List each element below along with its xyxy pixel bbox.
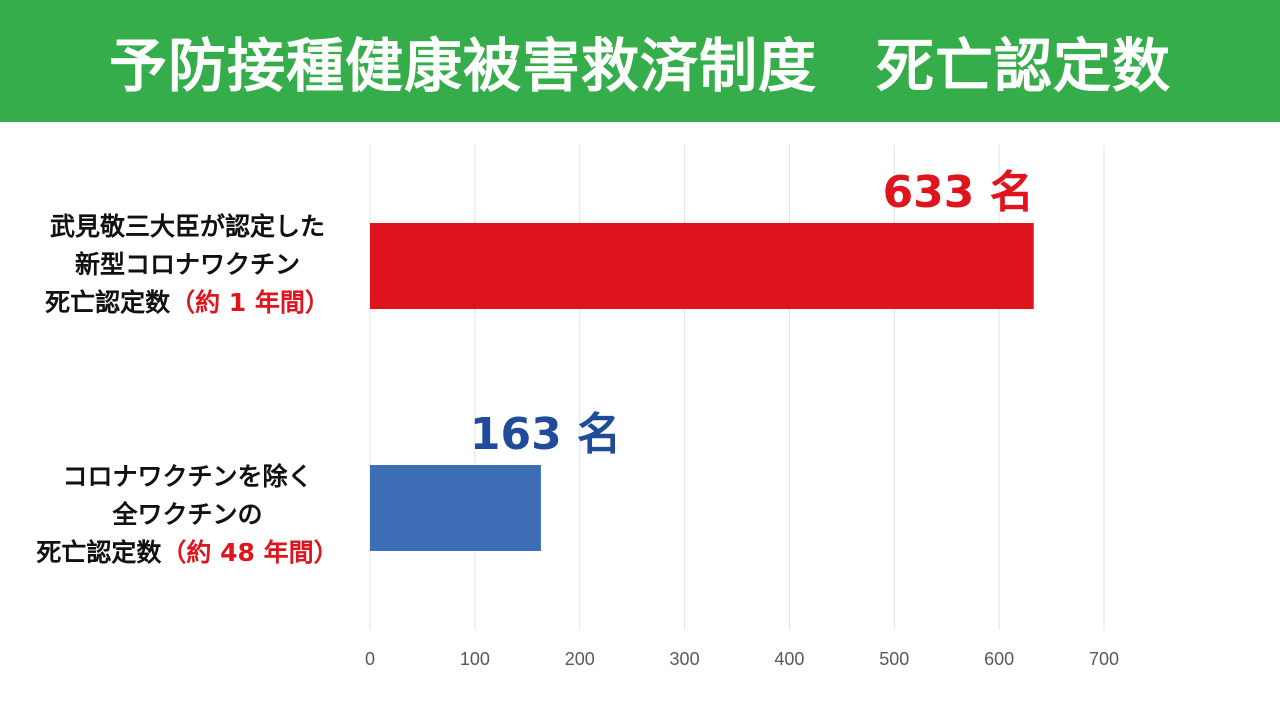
category-line: 新型コロナワクチン xyxy=(74,250,300,279)
x-tick-label: 0 xyxy=(365,649,375,669)
data-label-1: 163 名 xyxy=(470,409,621,460)
period-note: （約 48 年間） xyxy=(161,538,339,567)
category-line: 死亡認定数 xyxy=(36,538,162,567)
category-line: 全ワクチンの xyxy=(112,500,263,529)
category-label-covid-vaccine: 武見敬三大臣が認定した 新型コロナワクチン 死亡認定数（約 1 年間） xyxy=(15,208,360,322)
x-tick-label: 600 xyxy=(984,649,1014,669)
x-tick-label: 300 xyxy=(670,649,700,669)
data-label-0: 633 名 xyxy=(883,167,1034,218)
period-note: （約 1 年間） xyxy=(170,288,330,317)
bar-0 xyxy=(370,223,1034,309)
category-line: 武見敬三大臣が認定した xyxy=(49,212,325,241)
x-tick-label: 500 xyxy=(879,649,909,669)
x-tick-label: 400 xyxy=(774,649,804,669)
x-tick-label: 700 xyxy=(1089,649,1119,669)
x-axis-ticks: 0 100 200 300 400 500 600 700 xyxy=(365,649,1119,669)
value-labels: 633 名 163 名 xyxy=(470,167,1034,460)
bar-1 xyxy=(370,465,541,551)
category-line: コロナワクチンを除く xyxy=(62,462,313,491)
page-title: 予防接種健康被害救済制度 死亡認定数 xyxy=(108,32,1171,100)
x-tick-label: 200 xyxy=(565,649,595,669)
title-banner: 予防接種健康被害救済制度 死亡認定数 xyxy=(0,0,1280,122)
x-tick-label: 100 xyxy=(460,649,490,669)
bars xyxy=(370,223,1034,551)
category-label-other-vaccines: コロナワクチンを除く 全ワクチンの 死亡認定数（約 48 年間） xyxy=(15,458,360,572)
category-line: 死亡認定数 xyxy=(45,288,171,317)
